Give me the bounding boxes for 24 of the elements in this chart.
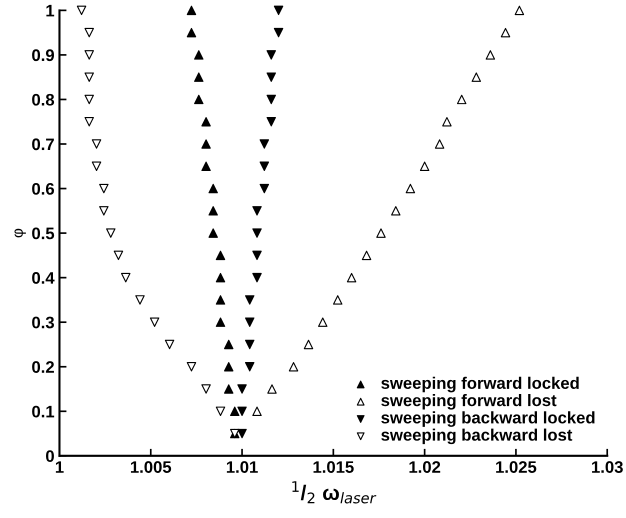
y-tick-label: 0.3 — [32, 316, 54, 328]
y-tick-label: 0.7 — [32, 138, 54, 150]
y-tick-label: 0.4 — [32, 272, 55, 284]
x-tick-label: 1.03 — [592, 461, 623, 473]
legend-label: sweeping backward locked — [381, 411, 594, 427]
x-tick-label: 1.02 — [409, 461, 440, 473]
y-tick-label: 0.9 — [32, 49, 54, 62]
x-tick-label: 1.015 — [314, 461, 354, 473]
x-tick-label: 1.01 — [226, 461, 258, 473]
legend-label: sweeping forward lost — [381, 394, 556, 410]
y-tick-label: 0.8 — [32, 94, 54, 106]
y-tick-label: 0 — [46, 450, 54, 462]
x-tick-label: 1 — [56, 461, 64, 473]
y-tick-label: 0.6 — [32, 182, 54, 195]
x-tick-label: 1.005 — [130, 461, 172, 473]
x-tick-label: 1.025 — [496, 461, 536, 473]
legend-label: sweeping forward locked — [381, 376, 579, 392]
y-tick-label: 1 — [46, 4, 54, 16]
y-tick-label: 0.1 — [32, 406, 54, 418]
y-tick-label: 0.5 — [32, 228, 54, 240]
legend-label: sweeping backward lost — [381, 428, 572, 444]
x-axis-title: $^{1}$/$_{2}$ ω$_{laser}$ — [292, 481, 376, 504]
y-axis-title: φ — [14, 228, 26, 238]
y-tick-label: 0.2 — [32, 361, 54, 373]
